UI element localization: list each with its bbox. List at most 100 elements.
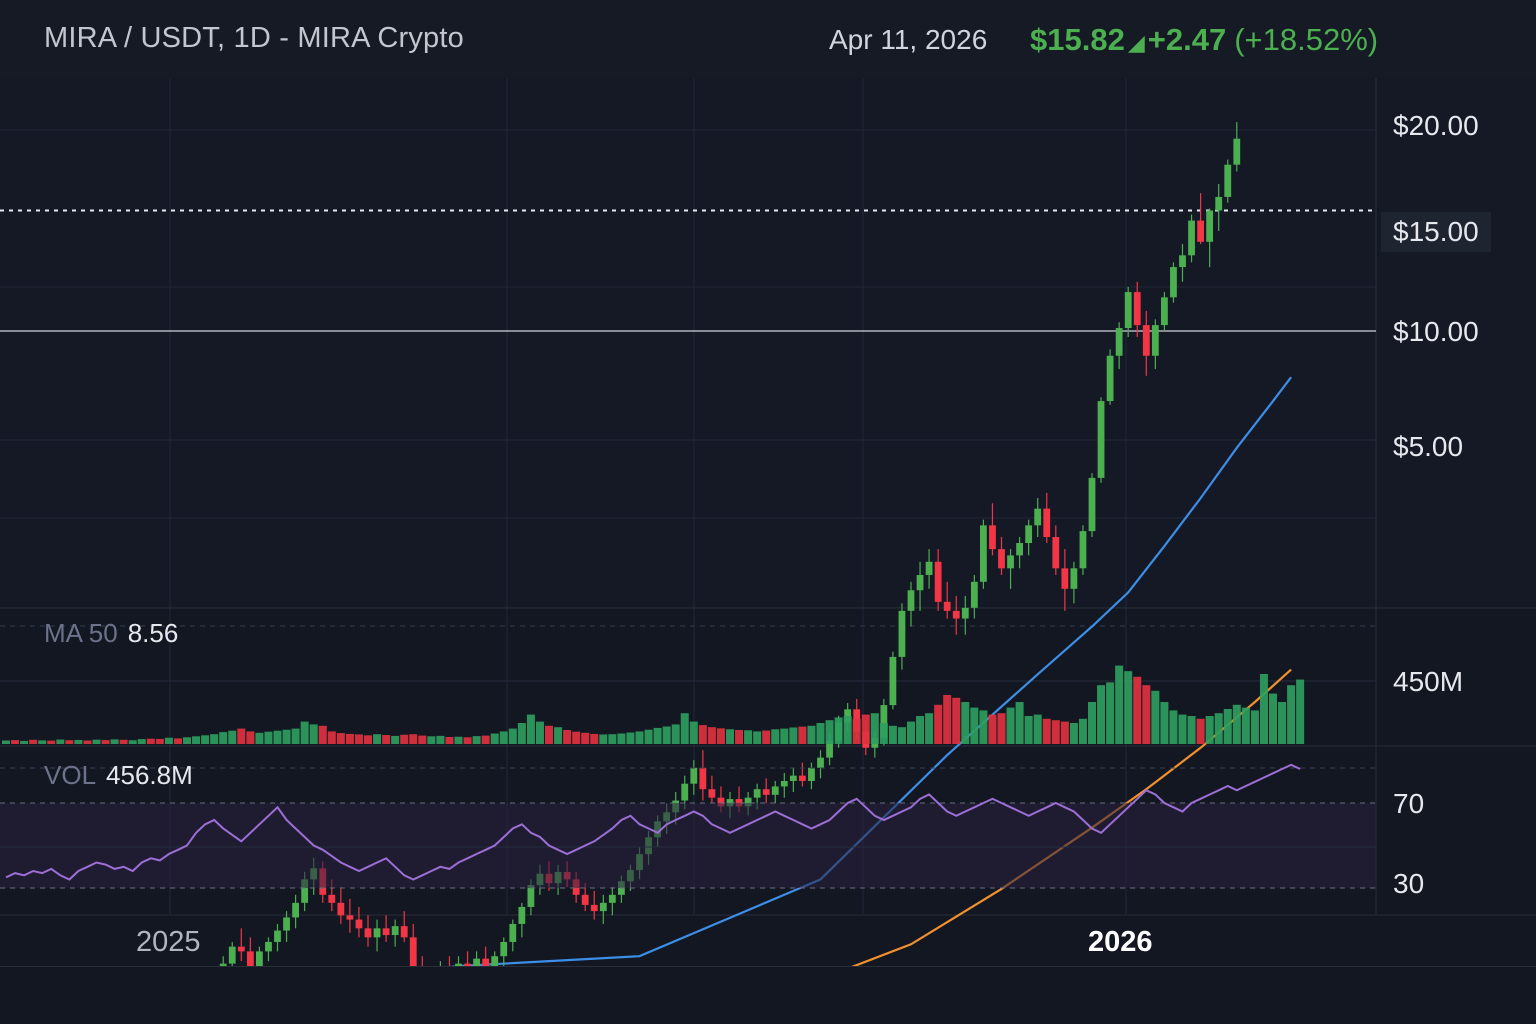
volume-bar [318, 725, 327, 744]
candle [518, 906, 526, 924]
price-axis-label: $10.00 [1393, 316, 1479, 347]
volume-bar [970, 707, 979, 744]
volume-bar [1250, 710, 1259, 744]
volume-bar [834, 717, 843, 744]
candle [1197, 220, 1204, 242]
volume-bar [707, 727, 716, 744]
volume-bar [943, 695, 952, 744]
volume-bar [1051, 720, 1060, 744]
volume-legend-label: VOL [44, 760, 97, 790]
volume-bar [137, 739, 146, 744]
volume-bar [173, 738, 182, 744]
ma-legend[interactable]: MA 50 8.56 [44, 618, 178, 649]
volume-bar [988, 714, 997, 744]
volume-bar [798, 726, 807, 744]
volume-bar [2, 740, 10, 744]
volume-bar [228, 730, 237, 744]
candle [907, 590, 915, 611]
candle [998, 549, 1005, 569]
candle [817, 757, 824, 768]
volume-bar [680, 713, 689, 744]
candle [934, 561, 942, 602]
volume-bar [1069, 723, 1078, 744]
volume-axis-label: 450M [1393, 666, 1464, 697]
candle [1151, 325, 1159, 356]
candle [1233, 138, 1241, 165]
volume-bar [726, 729, 734, 744]
candle [246, 951, 254, 966]
candle [1133, 292, 1141, 326]
volume-bar [1178, 714, 1187, 744]
candle [1179, 255, 1186, 268]
candle [844, 709, 852, 723]
volume-bar [1142, 685, 1151, 744]
volume-bar [1187, 716, 1196, 744]
candle [943, 601, 951, 611]
volume-legend[interactable]: VOL 456.8M [44, 760, 193, 791]
volume-bar [291, 728, 300, 744]
volume-bar [1232, 704, 1241, 744]
volume-bar [526, 714, 535, 744]
volume-bar [861, 714, 870, 744]
volume-bar [608, 734, 617, 744]
volume-bar [128, 740, 137, 744]
candle [455, 963, 462, 966]
candle [237, 946, 245, 952]
volume-bar [463, 737, 472, 744]
volume-bar [255, 732, 264, 744]
volume-bar [472, 736, 481, 744]
candle [1079, 531, 1087, 569]
candle [799, 775, 806, 781]
volume-bar [1115, 665, 1124, 744]
volume-bar [409, 734, 418, 744]
candle [1043, 508, 1051, 537]
volume-bar [925, 713, 934, 744]
volume-bar [192, 736, 201, 744]
candle [219, 963, 227, 966]
candle [500, 941, 508, 957]
volume-bar [1078, 718, 1087, 744]
candle [916, 574, 924, 591]
candle [1115, 328, 1123, 356]
volume-bar [38, 740, 47, 744]
volume-bar [1151, 690, 1160, 744]
volume-bar [590, 733, 599, 744]
volume-bar [210, 734, 219, 744]
volume-bar [825, 720, 834, 744]
candle [228, 946, 236, 964]
volume-bar [1223, 709, 1232, 744]
volume-bar [961, 702, 970, 744]
candle [328, 894, 336, 903]
volume-bar [762, 730, 771, 744]
candle [608, 894, 616, 903]
candle [808, 767, 815, 781]
volume-bar [689, 721, 698, 744]
volume-bar [454, 736, 463, 744]
volume-bar [753, 731, 762, 744]
candle [735, 799, 743, 807]
volume-bar [47, 740, 56, 744]
candle [690, 767, 698, 784]
volume-bar [309, 724, 318, 744]
symbol-title[interactable]: MIRA / USDT, 1D - MIRA Crypto [44, 22, 464, 54]
volume-bar [20, 740, 29, 744]
candle [1142, 325, 1150, 356]
volume-bar [354, 734, 363, 744]
volume-bar [201, 735, 210, 744]
candle [1034, 508, 1042, 526]
price-change: +2.47 [1147, 22, 1227, 57]
candle [473, 958, 480, 966]
candle [889, 656, 897, 706]
candle [400, 926, 408, 938]
volume-bar [146, 738, 155, 744]
candle [599, 902, 607, 912]
ma-legend-label: MA 50 [44, 618, 118, 648]
price-chart[interactable] [0, 78, 1536, 966]
volume-bar [345, 733, 354, 744]
candle [509, 923, 517, 942]
rsi-axis-label: 70 [1393, 788, 1425, 819]
volume-bar [916, 716, 925, 744]
candle [391, 926, 399, 936]
candle [1161, 297, 1168, 326]
candle [1224, 164, 1232, 197]
